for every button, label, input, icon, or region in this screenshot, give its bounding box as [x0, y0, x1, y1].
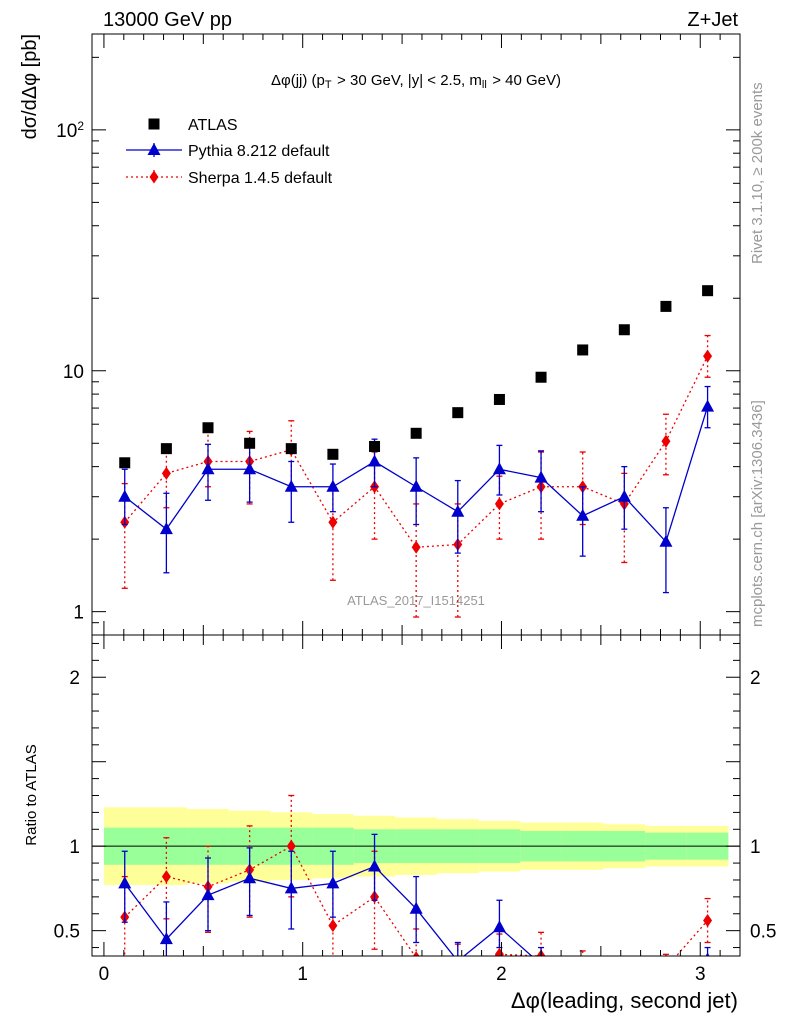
atlas-point — [535, 371, 547, 383]
pythia-point — [701, 399, 715, 412]
pythia-ratio-point — [118, 876, 132, 889]
header-right-label: Z+Jet — [687, 9, 738, 31]
pythia-point — [159, 522, 173, 535]
atlas-point — [285, 443, 297, 455]
sherpa-ratio-point — [494, 947, 504, 956]
atlas-point — [119, 457, 131, 469]
sherpa-ratio-point — [161, 870, 171, 884]
ratio-plot-area — [92, 794, 740, 986]
sherpa-point — [494, 497, 504, 511]
atlas-point — [493, 393, 505, 405]
pythia-point — [409, 479, 423, 492]
axes-layer: 1 10 102 0.5 0.5 1 1 2 2 0 1 2 3 — [54, 33, 776, 985]
legend-marker — [148, 118, 160, 130]
atlas-point — [660, 300, 672, 312]
x-tick-label: 3 — [695, 964, 706, 985]
atlas-point — [202, 422, 214, 434]
ratio-y-tick-label-right: 0.5 — [750, 922, 776, 943]
legend: ATLAS Pythia 8.212 default Sherpa 1.4.5 de… — [126, 117, 333, 187]
sherpa-point — [703, 349, 713, 363]
x-axis-label: Δφ(leading, second jet) — [511, 988, 738, 1013]
sherpa-ratio-point — [286, 839, 296, 853]
pythia-ratio-point — [576, 974, 589, 986]
pythia-point — [576, 508, 590, 521]
ratio-y-tick-label: 1 — [69, 837, 80, 858]
x-tick-label: 0 — [99, 964, 110, 985]
atlas-point — [702, 285, 714, 297]
pythia-ratio-point — [201, 888, 215, 901]
legend-marker — [149, 170, 159, 184]
main-plot-title: Δφ(jj) (pT > 30 GeV, |y| < 2.5, mll > 40… — [271, 72, 561, 91]
pythia-ratio-point — [368, 859, 382, 872]
x-tick-label: 1 — [297, 964, 308, 985]
sherpa-ratio-line — [124, 845, 709, 956]
y-tick-label: 102 — [56, 119, 84, 142]
pythia-point — [659, 534, 673, 547]
pythia-point — [368, 454, 382, 467]
pythia-point — [326, 479, 340, 492]
ratio-y-tick-label-right: 2 — [750, 668, 761, 689]
ratio-y-tick-label: 0.5 — [54, 922, 80, 943]
sherpa-ratio-point — [412, 951, 420, 956]
pythia-ratio-point — [535, 957, 548, 969]
ratio-y-tick-label-right: 1 — [750, 837, 761, 858]
pythia-point — [284, 479, 298, 492]
sherpa-point — [328, 515, 338, 529]
header-left-label: 13000 GeV pp — [103, 9, 232, 31]
sherpa-ratio-point — [703, 914, 713, 928]
legend-label: ATLAS — [188, 117, 238, 134]
sherpa-ratio-point — [328, 919, 338, 933]
pythia-point — [243, 462, 257, 475]
atlas-point — [160, 443, 172, 455]
sherpa-ratio-point — [661, 961, 670, 974]
main-y-axis-label: dσ/dΔφ [pb] — [19, 34, 41, 139]
main-plot-area — [118, 285, 715, 618]
pythia-point — [617, 489, 631, 502]
atlas-point — [410, 427, 422, 439]
legend-label: Sherpa 1.4.5 default — [188, 170, 333, 187]
pythia-point — [201, 462, 215, 475]
atlas-point — [244, 437, 256, 449]
ratio-y-tick-label: 2 — [69, 668, 80, 689]
ratio-y-axis-label: Ratio to ATLAS — [23, 744, 40, 845]
pythia-ratio-point — [284, 881, 298, 894]
pythia-ratio-point — [492, 920, 506, 933]
y-tick-label: 1 — [73, 603, 84, 624]
sherpa-ratio-point — [578, 963, 587, 976]
pythia-ratio-point — [326, 876, 340, 889]
sherpa-point — [161, 466, 171, 480]
pythia-ratio-point — [159, 932, 173, 945]
atlas-point — [452, 407, 464, 419]
atlas-point — [327, 448, 339, 460]
pythia-ratio-point — [705, 952, 710, 956]
atlas-point — [618, 324, 630, 336]
atlas-point — [369, 440, 381, 452]
y-tick-label: 10 — [63, 362, 84, 383]
pythia-point — [492, 462, 506, 475]
sherpa-line — [124, 355, 709, 548]
pythia-ratio-point — [618, 974, 631, 986]
pythia-ratio-point — [243, 871, 257, 884]
rivet-version-label: Rivet 3.1.10, ≥ 200k events — [749, 82, 766, 264]
sherpa-point — [661, 434, 671, 448]
atlas-point — [577, 344, 589, 356]
pythia-point — [534, 470, 548, 483]
legend-label: Pythia 8.212 default — [188, 143, 330, 160]
x-tick-label: 2 — [496, 964, 507, 985]
mcplots-source-label: mcplots.cern.ch [arXiv:1306.3436] — [749, 400, 766, 627]
pythia-point — [451, 504, 465, 517]
sherpa-ratio-point — [453, 961, 462, 974]
sherpa-point — [411, 540, 421, 554]
pythia-ratio-point — [409, 901, 423, 914]
legend-marker — [147, 143, 161, 155]
pythia-point — [118, 489, 132, 502]
